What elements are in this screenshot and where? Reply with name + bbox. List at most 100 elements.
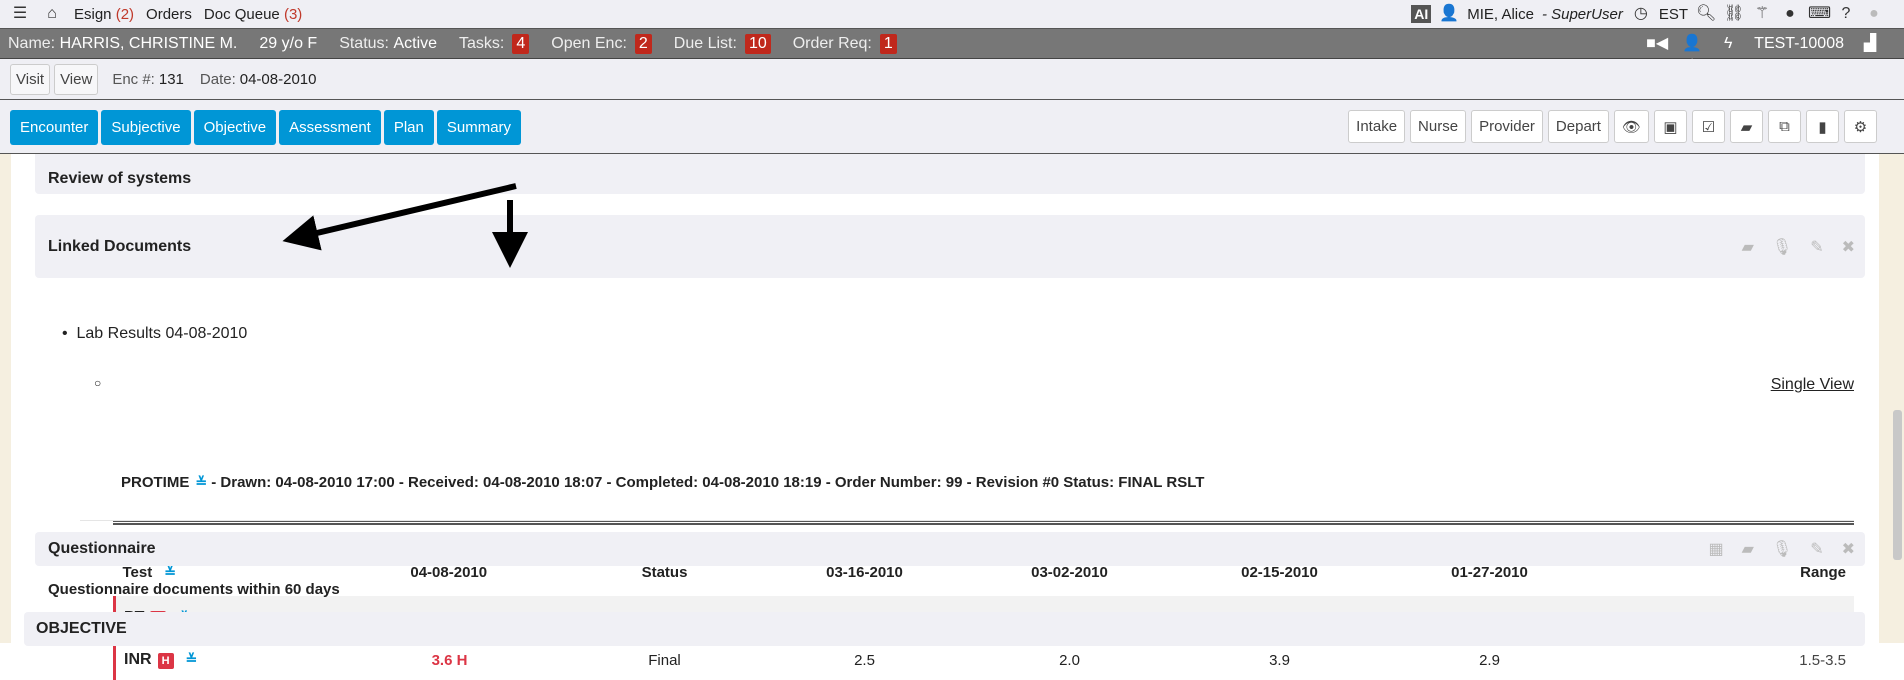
due-list-label[interactable]: Due List: bbox=[673, 34, 737, 52]
depart-button[interactable]: Depart bbox=[1547, 110, 1609, 143]
intake-button[interactable]: Intake bbox=[1348, 110, 1406, 143]
magic-wand-icon[interactable]: ⚚ bbox=[1754, 5, 1770, 22]
result-cell: 2.5 bbox=[854, 651, 875, 669]
keyboard-icon[interactable]: ⌨ bbox=[1808, 5, 1832, 22]
user-name[interactable]: MIE, Alice bbox=[1467, 5, 1534, 23]
column-header-label: 04-08-2010 bbox=[410, 563, 488, 581]
date-label: Date: bbox=[199, 70, 236, 88]
divider bbox=[80, 520, 1854, 521]
gears-icon[interactable]: ⚙ bbox=[1844, 110, 1877, 143]
close-icon[interactable]: ✖ bbox=[1841, 238, 1855, 256]
column-header: 04-08-2010 bbox=[335, 548, 565, 596]
doc-queue-label: Doc Queue bbox=[203, 5, 280, 23]
search-icon[interactable]: 🔍︎ bbox=[1696, 5, 1717, 22]
globe-icon[interactable]: ● bbox=[1785, 5, 1795, 22]
linked-documents-title[interactable]: Linked Documents bbox=[48, 237, 192, 255]
microphone-icon[interactable]: 🎙︎ bbox=[1771, 541, 1793, 558]
scrollbar[interactable] bbox=[1893, 410, 1902, 560]
nurse-button[interactable]: Nurse bbox=[1410, 110, 1467, 143]
home-icon[interactable]: ⌂ bbox=[47, 5, 57, 22]
close-icon[interactable]: ✖ bbox=[1841, 541, 1855, 558]
table-header: Test ≚ 04-08-2010 Status 03-16-2010 03-02-201… bbox=[115, 548, 1855, 596]
column-header-label: 01-27-2010 bbox=[1451, 563, 1528, 581]
column-header-label: 03-02-2010 bbox=[1031, 563, 1108, 581]
result-cell: 3.6 H bbox=[431, 651, 468, 669]
visit-button[interactable]: Visit bbox=[10, 63, 51, 95]
patient-bar: Name: HARRIS, CHRISTINE M. 29 y/o F Stat… bbox=[0, 28, 1904, 59]
column-header-label: Status bbox=[641, 563, 688, 581]
open-enc-badge[interactable]: 2 bbox=[634, 33, 652, 54]
column-header-label: 03-16-2010 bbox=[826, 563, 903, 581]
help-icon[interactable]: ? bbox=[1841, 5, 1851, 22]
questionnaire-title[interactable]: Questionnaire bbox=[48, 540, 156, 557]
patient-status: Active bbox=[393, 34, 438, 52]
result-cell: 2.0 bbox=[1059, 651, 1080, 669]
table-row: INR H ≚ 3.6 H Final 2.5 2.0 3.9 2.9 1.5-3.5 bbox=[113, 640, 1855, 680]
doc-queue-link[interactable]: Doc Queue (3) bbox=[204, 6, 302, 23]
column-header-label: Test bbox=[122, 563, 153, 581]
doc-queue-count: (3) bbox=[283, 5, 303, 23]
chevron-down-icon[interactable]: ≚ bbox=[185, 651, 198, 667]
book-icon[interactable]: ▰ bbox=[1741, 541, 1754, 558]
sub-bullet: ○ bbox=[94, 376, 102, 390]
bar-chart-icon[interactable]: ▟ bbox=[1863, 34, 1877, 52]
orders-link[interactable]: Orders bbox=[146, 5, 192, 23]
tab-summary[interactable]: Summary bbox=[436, 110, 522, 145]
esign-link[interactable]: Esign (2) bbox=[74, 6, 134, 23]
single-view-link[interactable]: Single View bbox=[1770, 376, 1854, 393]
eye-icon[interactable]: 👁 bbox=[1613, 110, 1649, 143]
annotation-arrows bbox=[282, 183, 528, 268]
column-header[interactable]: Test ≚ bbox=[115, 548, 335, 596]
esign-label: Esign bbox=[74, 5, 112, 23]
chevron-down-icon[interactable]: ≚ bbox=[195, 474, 208, 490]
column-header: 03-02-2010 bbox=[965, 548, 1175, 596]
book-icon[interactable]: ▰ bbox=[1730, 110, 1763, 143]
tab-objective[interactable]: Objective bbox=[193, 110, 277, 145]
column-header: 01-27-2010 bbox=[1385, 548, 1595, 596]
link-icon[interactable]: ⛓ bbox=[1724, 5, 1745, 22]
test-name[interactable]: INR bbox=[124, 651, 152, 668]
order-req-label[interactable]: Order Req: bbox=[792, 34, 872, 52]
bookmark-icon[interactable]: ▮ bbox=[1806, 110, 1839, 143]
view-button[interactable]: View bbox=[54, 63, 99, 95]
user-tools: AI 👤 MIE, Alice - SuperUser ◷ EST 🔍︎ ⛓ ⚚… bbox=[1411, 0, 1884, 28]
book-icon[interactable]: ▰ bbox=[1741, 238, 1754, 256]
top-nav: ☰ ⌂ Esign (2) Orders Doc Queue (3) bbox=[0, 0, 1904, 28]
video-icon[interactable]: ■◀ bbox=[1646, 34, 1669, 52]
tab-plan[interactable]: Plan bbox=[383, 110, 434, 145]
pencil-icon[interactable]: ✎ bbox=[1810, 541, 1824, 558]
name-label: Name: bbox=[8, 34, 56, 52]
chevron-down-icon[interactable]: ≚ bbox=[164, 563, 176, 580]
menu-icon[interactable]: ☰ bbox=[12, 5, 28, 22]
due-list-badge[interactable]: 10 bbox=[744, 33, 771, 54]
lab-results-link[interactable]: Lab Results 04-08-2010 bbox=[76, 325, 248, 342]
microphone-icon[interactable]: 🎙︎ bbox=[1771, 238, 1793, 256]
pencil-icon[interactable]: ✎ bbox=[1810, 238, 1824, 256]
copy-icon[interactable]: ⧉ bbox=[1768, 110, 1801, 143]
grid-icon[interactable]: ▦ bbox=[1708, 541, 1724, 558]
column-header: Status bbox=[565, 548, 765, 596]
order-title: PROTIME bbox=[121, 474, 190, 491]
archive-icon[interactable]: ▣ bbox=[1654, 110, 1687, 143]
tasks-label[interactable]: Tasks: bbox=[459, 34, 505, 52]
order-req-badge[interactable]: 1 bbox=[879, 33, 897, 54]
user-role: - SuperUser bbox=[1541, 5, 1623, 23]
open-enc-label[interactable]: Open Enc: bbox=[551, 34, 627, 52]
lightning-icon[interactable]: ϟ bbox=[1723, 34, 1733, 52]
column-header-label: Range bbox=[1800, 563, 1846, 581]
tab-subjective[interactable]: Subjective bbox=[101, 110, 191, 145]
status-label: Status: bbox=[339, 34, 389, 52]
patient-age: 29 y/o F bbox=[259, 34, 318, 52]
provider-button[interactable]: Provider bbox=[1471, 110, 1543, 143]
tab-encounter[interactable]: Encounter bbox=[10, 110, 99, 145]
patient-name[interactable]: HARRIS, CHRISTINE M. bbox=[59, 34, 238, 52]
chart-id: TEST-10008 bbox=[1754, 34, 1844, 52]
calendar-check-icon[interactable]: ☑ bbox=[1692, 110, 1725, 143]
ai-button[interactable]: AI bbox=[1411, 5, 1432, 23]
tasks-badge[interactable]: 4 bbox=[512, 33, 530, 54]
order-header: PROTIME ≚ - Drawn: 04-08-2010 17:00 - Rec… bbox=[121, 474, 1204, 491]
questionnaire-panel: Questionnaire ▦ ▰ 🎙︎ ✎ ✖ bbox=[35, 532, 1865, 566]
result-cell: Final bbox=[648, 651, 681, 669]
tab-assessment[interactable]: Assessment bbox=[279, 110, 381, 145]
timezone[interactable]: EST bbox=[1658, 5, 1688, 23]
